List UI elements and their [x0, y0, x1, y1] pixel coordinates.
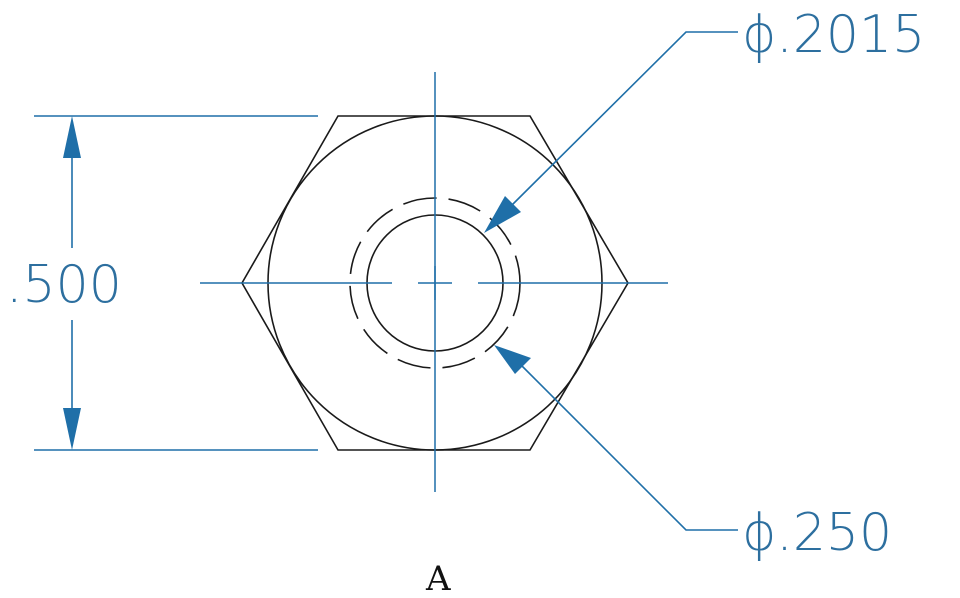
view-label: A [425, 559, 451, 598]
hidden-diameter-text: ϕ.250 [742, 503, 892, 563]
arrowhead-top [63, 116, 81, 158]
hidden-diameter-leader-arrowhead [494, 345, 531, 374]
bore-leader-line [511, 31, 738, 206]
bore-leader-arrowhead [484, 196, 521, 233]
arrowhead-bottom [63, 408, 81, 450]
hidden-diameter-leader-line [519, 363, 738, 531]
bore-diameter-text: ϕ.2015 [742, 5, 925, 65]
across-flats-dimension-text: .500 [6, 255, 122, 315]
